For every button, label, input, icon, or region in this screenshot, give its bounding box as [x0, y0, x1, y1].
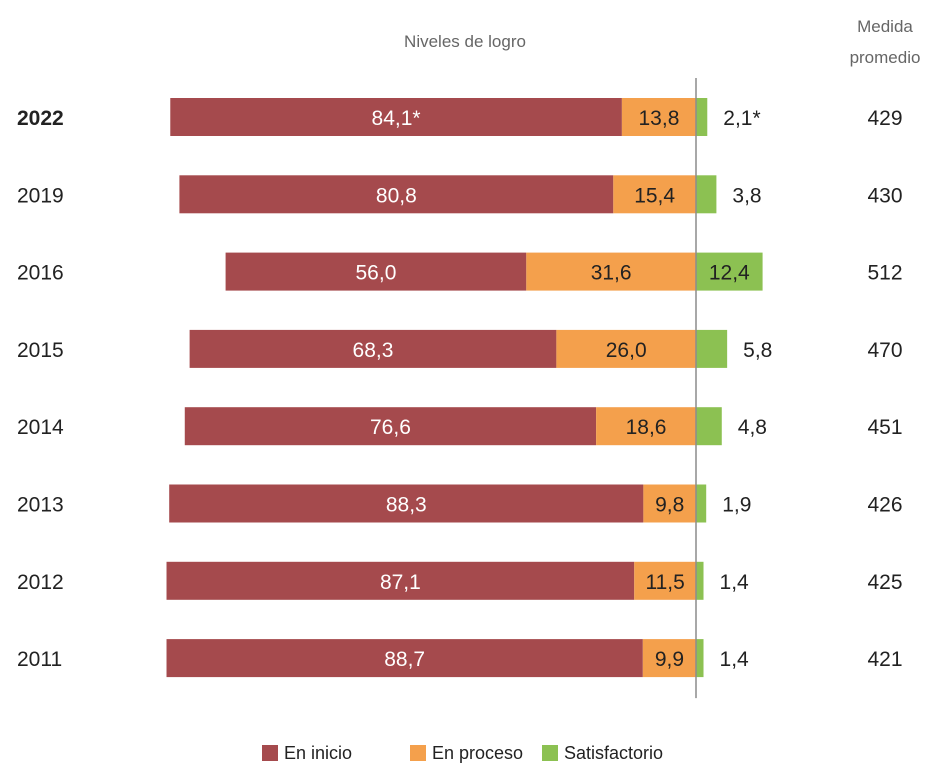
label-en-inicio: 76,6 [370, 416, 411, 439]
bar-en-inicio [189, 329, 557, 368]
year-label: 2022 [17, 107, 64, 130]
average-value: 421 [867, 648, 902, 671]
bar-satisfactorio [696, 561, 704, 600]
legend: En inicio En proceso Satisfactorio [262, 743, 663, 763]
levels-header: Niveles de logro [404, 32, 526, 51]
bar-en-inicio [170, 98, 622, 136]
bar-en-proceso [556, 329, 696, 368]
bar-en-inicio [169, 484, 644, 523]
bar-en-proceso [526, 252, 696, 291]
average-value: 470 [867, 339, 902, 362]
bar-satisfactorio [696, 175, 717, 214]
label-en-proceso: 31,6 [591, 262, 632, 285]
legend-en-inicio-label: En inicio [284, 743, 352, 763]
label-satisfactorio: 1,4 [720, 571, 750, 594]
average-value: 426 [867, 494, 902, 517]
label-en-inicio: 84,1* [372, 107, 421, 130]
legend-satisfactorio-swatch [542, 745, 558, 761]
label-satisfactorio: 2,1* [723, 107, 760, 130]
label-satisfactorio: 12,4 [709, 262, 750, 285]
legend-en-proceso-label: En proceso [432, 743, 523, 763]
average-value: 512 [867, 262, 902, 285]
bar-en-inicio [166, 561, 635, 600]
average-header-line2: promedio [850, 48, 921, 67]
bar-en-proceso [643, 484, 696, 523]
year-label: 2011 [17, 648, 62, 671]
label-satisfactorio: 1,4 [720, 648, 750, 671]
bar-rows: 2022 84,1* 13,8 2,1* 429 2019 80,8 15,4 3,8 430 20… [17, 78, 903, 699]
bar-satisfactorio [696, 407, 722, 446]
bar-en-proceso [634, 561, 696, 600]
label-en-proceso: 26,0 [606, 339, 647, 362]
legend-satisfactorio-label: Satisfactorio [564, 743, 663, 763]
legend-en-proceso-swatch [410, 745, 426, 761]
label-satisfactorio: 4,8 [738, 416, 767, 439]
bar-en-inicio [166, 639, 643, 678]
year-label: 2019 [17, 184, 64, 207]
label-en-inicio: 68,3 [353, 339, 394, 362]
label-satisfactorio: 1,9 [722, 494, 751, 517]
bar-satisfactorio [696, 98, 708, 136]
label-en-proceso: 18,6 [626, 416, 667, 439]
label-satisfactorio: 5,8 [743, 339, 772, 362]
year-label: 2015 [17, 339, 64, 362]
bar-satisfactorio [696, 329, 728, 368]
label-en-inicio: 88,7 [384, 648, 425, 671]
average-header-line1: Medida [857, 17, 913, 36]
label-en-proceso: 13,8 [639, 107, 680, 130]
legend-en-inicio-swatch [262, 745, 278, 761]
label-en-proceso: 9,9 [655, 648, 684, 671]
bar-en-inicio [179, 175, 614, 214]
year-label: 2016 [17, 262, 64, 285]
average-value: 451 [867, 416, 902, 439]
bar-satisfactorio [696, 639, 704, 678]
bar-satisfactorio [696, 252, 763, 291]
label-en-inicio: 56,0 [356, 262, 397, 285]
label-satisfactorio: 3,8 [732, 184, 761, 207]
bar-en-proceso [596, 407, 696, 446]
label-en-inicio: 87,1 [380, 571, 421, 594]
label-en-inicio: 88,3 [386, 494, 427, 517]
year-label: 2013 [17, 494, 64, 517]
year-label: 2012 [17, 571, 64, 594]
year-label: 2014 [17, 416, 64, 439]
label-en-proceso: 15,4 [634, 184, 675, 207]
label-en-proceso: 9,8 [655, 494, 684, 517]
bar-en-proceso [613, 175, 696, 214]
label-en-proceso: 11,5 [645, 571, 684, 594]
average-value: 429 [867, 107, 902, 130]
bar-en-proceso [621, 98, 696, 136]
bar-satisfactorio [696, 484, 707, 523]
average-value: 430 [867, 184, 902, 207]
label-en-inicio: 80,8 [376, 184, 417, 207]
bar-en-inicio [225, 252, 527, 291]
bar-en-proceso [642, 639, 696, 678]
average-value: 425 [867, 571, 902, 594]
bar-en-inicio [184, 407, 597, 446]
